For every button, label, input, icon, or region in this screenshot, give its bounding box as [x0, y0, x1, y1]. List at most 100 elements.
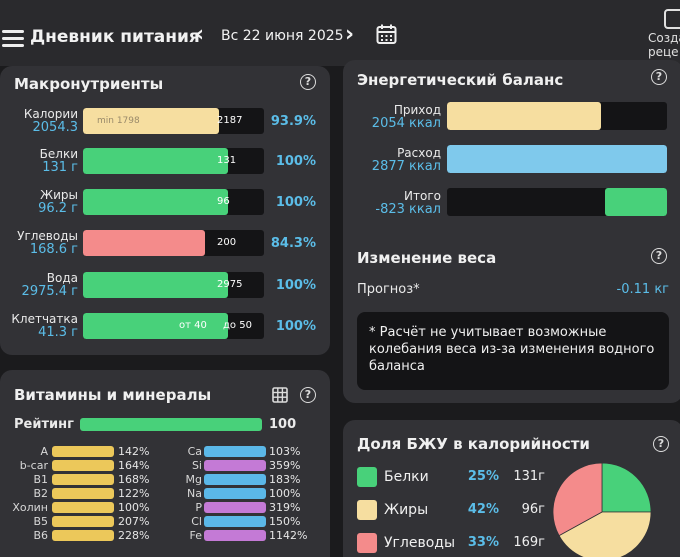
energy-value: 2877 ккал	[371, 159, 441, 174]
energy-bar-fill	[447, 145, 667, 173]
mineral-name: Ca	[187, 445, 202, 458]
create-recipe-button[interactable]: Созда реце	[648, 9, 680, 59]
bju-swatch	[357, 467, 377, 487]
bju-row: Белки 25% 131г	[357, 466, 557, 488]
help-icon[interactable]: ?	[300, 387, 316, 403]
macro-bar: 131	[83, 148, 264, 174]
pie-slice	[601, 462, 652, 513]
vitamin-percent: 207%	[118, 515, 150, 528]
mineral-name: Mg	[185, 473, 202, 486]
macro-target: 200	[217, 237, 237, 248]
bju-row: Жиры 42% 96г	[357, 499, 557, 521]
macro-value: 2975.4 г	[21, 284, 78, 299]
bju-swatch	[357, 533, 377, 553]
mineral-bar	[204, 516, 266, 527]
macro-bar-fill	[83, 230, 205, 256]
energy-name: Расход	[397, 146, 441, 160]
bju-grams: 169г	[513, 535, 545, 550]
weight-change-title: Изменение веса	[357, 249, 497, 267]
table-icon[interactable]	[272, 387, 288, 403]
macro-bar-fill	[83, 108, 219, 134]
mineral-percent: 1142%	[269, 529, 308, 542]
chevron-left-icon[interactable]: ‹	[195, 22, 205, 47]
current-date[interactable]: Вс 22 июня 2025	[221, 28, 344, 44]
macro-bar: min 1798 2187	[83, 108, 264, 134]
energy-name: Приход	[393, 103, 441, 117]
bju-name: Жиры	[384, 502, 429, 518]
vitamin-name: Холин	[12, 501, 48, 514]
mineral-bar	[204, 446, 266, 457]
mineral-bar	[204, 530, 266, 541]
macro-label: Белки 131 г	[8, 147, 78, 175]
forecast-label: Прогноз*	[357, 282, 420, 297]
macro-percent: 93.9%	[270, 114, 316, 129]
macro-target: 96	[217, 196, 230, 207]
vitamin-bar	[52, 460, 114, 471]
macro-target-from: от 40	[179, 320, 207, 331]
vitamin-bar	[52, 516, 114, 527]
energy-bar-fill	[605, 188, 667, 216]
energy-label: Итого -823 ккал	[355, 189, 441, 217]
energy-name: Итого	[404, 189, 441, 203]
macro-percent: 100%	[275, 278, 316, 293]
vitamin-row: B5 207%	[0, 515, 160, 528]
bju-swatch	[357, 500, 377, 520]
vitamin-row: A 142%	[0, 445, 160, 458]
bju-name: Углеводы	[384, 535, 455, 551]
macro-bar: 96	[83, 189, 264, 215]
chevron-right-icon[interactable]: ›	[345, 22, 355, 47]
macro-percent: 100%	[275, 195, 316, 210]
energy-balance-card: Энергетический баланс ? Приход 2054 ккал Р…	[343, 60, 680, 403]
energy-bar	[447, 188, 667, 216]
rating-bar	[80, 418, 262, 431]
macronutrients-card: Макронутриенты ? Калории 2054.3 min 1798 21…	[0, 66, 330, 355]
vitamin-row: B2 122%	[0, 487, 160, 500]
bju-grams: 131г	[513, 469, 545, 484]
vitamin-row: B1 168%	[0, 473, 160, 486]
vitamin-name: B5	[33, 515, 48, 528]
macro-value: 2054.3	[32, 120, 79, 135]
mineral-percent: 103%	[269, 445, 301, 458]
help-icon[interactable]: ?	[653, 436, 669, 452]
macro-name: Вода	[46, 271, 78, 285]
bju-grams: 96г	[521, 502, 545, 517]
macro-percent: 100%	[275, 319, 316, 334]
macro-bar: от 40 до 50	[83, 313, 264, 339]
macro-name: Калории	[23, 107, 78, 121]
mineral-name: Fe	[189, 529, 203, 542]
mineral-percent: 100%	[269, 487, 301, 500]
vitamin-row: Холин 100%	[0, 501, 160, 514]
help-icon[interactable]: ?	[651, 248, 667, 264]
vitamin-percent: 122%	[118, 487, 150, 500]
energy-value: -823 ккал	[375, 202, 441, 217]
vitamin-bar	[52, 530, 114, 541]
macro-name: Белки	[39, 147, 78, 161]
vitamin-bar	[52, 446, 114, 457]
bju-share-card: Доля БЖУ в калорийности ? Белки 25% 131г Жи…	[343, 420, 680, 557]
mineral-row: Si 359%	[160, 459, 330, 472]
macro-value: 41.3 г	[38, 325, 78, 340]
mineral-name: P	[195, 501, 202, 514]
help-icon[interactable]: ?	[651, 69, 667, 85]
vitamin-name: b-car	[19, 459, 48, 472]
macro-percent: 84.3%	[270, 236, 316, 251]
hamburger-menu-icon[interactable]	[2, 30, 24, 47]
macro-name: Клетчатка	[11, 312, 78, 326]
help-icon[interactable]: ?	[300, 74, 316, 90]
vitamin-percent: 228%	[118, 529, 150, 542]
calendar-icon[interactable]	[376, 24, 397, 45]
energy-value: 2054 ккал	[371, 116, 441, 131]
energy-label: Расход 2877 ккал	[355, 146, 441, 174]
vitamin-percent: 168%	[118, 473, 150, 486]
weight-note: * Расчёт не учитывает возможные колебани…	[357, 312, 669, 390]
macro-bar-fill	[83, 313, 228, 339]
mineral-row: Fe 1142%	[160, 529, 330, 542]
mineral-percent: 183%	[269, 473, 301, 486]
macro-target: 2975	[217, 279, 243, 290]
mineral-row: P 319%	[160, 501, 330, 514]
energy-balance-title: Энергетический баланс	[357, 71, 564, 89]
bju-pie-chart	[552, 462, 652, 557]
energy-label: Приход 2054 ккал	[355, 103, 441, 131]
bju-name: Белки	[384, 469, 429, 485]
mineral-row: Na 100%	[160, 487, 330, 500]
